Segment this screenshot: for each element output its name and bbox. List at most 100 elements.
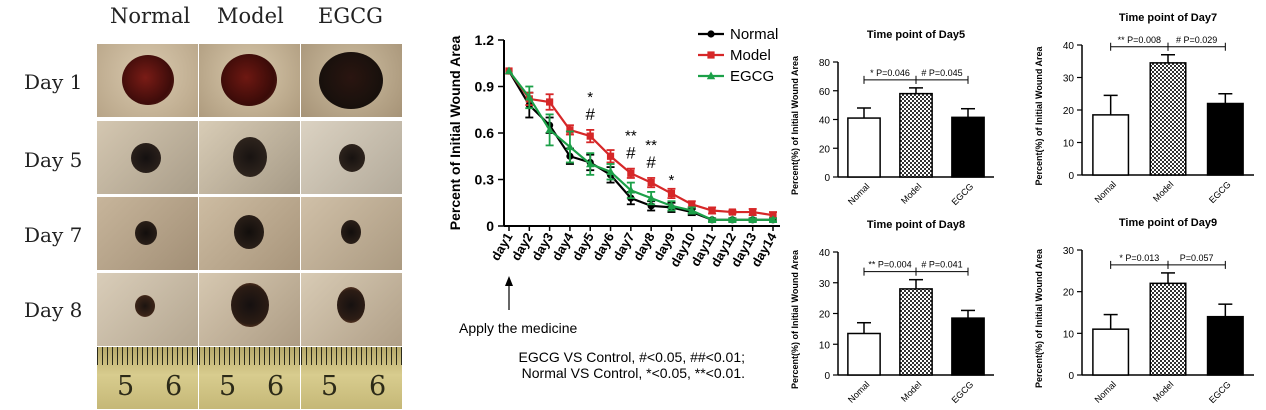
wound-area-line-chart: 0 0.3 0.6 0.9 1.2 Percent of Initial Wound Ar… bbox=[447, 26, 780, 381]
significance-mark: # bbox=[626, 144, 636, 163]
row-label-day8: Day 8 bbox=[24, 298, 83, 322]
legend-label: Normal bbox=[730, 26, 778, 43]
y-tick-label: 0 bbox=[824, 173, 830, 184]
bar-nomal bbox=[847, 332, 881, 376]
x-tick-label: EGCG bbox=[950, 181, 976, 207]
y-axis-label: Percent of Initial Wound Area bbox=[447, 36, 463, 231]
x-tick-label: Nomal bbox=[1093, 179, 1118, 204]
data-point bbox=[566, 126, 574, 134]
bar-egcg bbox=[951, 317, 985, 376]
photo-day1-normal bbox=[97, 44, 198, 117]
wound-photo-grid: Normal Model EGCG Day 1 Day 5 Day 7 Day … bbox=[0, 0, 410, 410]
x-tick-label: Nomal bbox=[846, 181, 871, 206]
data-point bbox=[606, 167, 615, 175]
data-point bbox=[627, 169, 635, 177]
photo-day5-model bbox=[199, 121, 300, 194]
significance-mark: # bbox=[585, 105, 595, 124]
data-point bbox=[504, 66, 514, 75]
data-point bbox=[586, 159, 595, 168]
y-tick-label: 10 bbox=[1063, 139, 1075, 150]
bar-chart-day7: Time point of Day7 0 10 20 30 40 Percent(%) of… bbox=[1034, 12, 1254, 205]
chart-title: Time point of Day9 bbox=[1119, 217, 1217, 229]
significance-label: P=0.057 bbox=[1180, 253, 1214, 263]
y-tick-label: 10 bbox=[819, 340, 831, 351]
data-point bbox=[728, 215, 737, 223]
y-tick-label: 0 bbox=[824, 371, 830, 382]
data-point bbox=[748, 215, 757, 223]
significance-label: * P=0.013 bbox=[1119, 253, 1159, 263]
bar-egcg bbox=[951, 116, 985, 178]
photo-day5-normal bbox=[97, 121, 198, 194]
y-tick-label: 0.3 bbox=[475, 172, 495, 188]
ruler-egcg: 5 6 bbox=[301, 347, 402, 409]
ruler-number: 5 bbox=[321, 371, 339, 402]
y-tick-label: 0.9 bbox=[475, 79, 495, 95]
x-tick-label: Model bbox=[899, 181, 923, 205]
photo-day8-model bbox=[199, 273, 300, 346]
significance-mark: # bbox=[646, 153, 656, 172]
y-axis-label: Percent(%) of Initial Wound Area bbox=[1034, 248, 1044, 388]
significance-mark: ** bbox=[645, 137, 657, 154]
y-axis-label: Percent(%) of Initial Wound Area bbox=[790, 55, 800, 195]
significance-label: # P=0.045 bbox=[921, 68, 962, 78]
photo-day1-model bbox=[199, 44, 300, 117]
data-point bbox=[546, 98, 554, 106]
bar-nomal bbox=[1092, 328, 1130, 376]
column-header-egcg: EGCG bbox=[318, 4, 383, 28]
y-tick-label: 20 bbox=[819, 310, 831, 321]
column-header-normal: Normal bbox=[110, 4, 191, 28]
significance-label: # P=0.041 bbox=[921, 260, 962, 270]
y-tick-label: 40 bbox=[819, 248, 831, 259]
ruler-model: 5 6 bbox=[199, 347, 300, 409]
data-point bbox=[688, 200, 696, 208]
x-tick-label: Nomal bbox=[1093, 379, 1118, 404]
y-tick-label: 30 bbox=[1063, 246, 1075, 257]
bar-model bbox=[899, 288, 933, 376]
ruler-number: 5 bbox=[219, 371, 237, 402]
y-tick-label: 80 bbox=[819, 58, 831, 69]
legend-marker bbox=[707, 51, 715, 59]
chart-title: Time point of Day5 bbox=[867, 29, 965, 41]
y-axis-label: Percent(%) of Initial Wound Area bbox=[790, 249, 800, 389]
ruler-number: 6 bbox=[267, 371, 285, 402]
data-point bbox=[707, 215, 717, 223]
y-tick-label: 60 bbox=[819, 87, 831, 98]
photo-day8-normal bbox=[97, 273, 198, 346]
data-point bbox=[708, 206, 716, 215]
y-tick-label: 20 bbox=[819, 144, 831, 155]
annotation-arrowhead bbox=[505, 276, 513, 286]
y-tick-label: 1.2 bbox=[475, 32, 495, 48]
x-tick-label: Model bbox=[899, 379, 923, 403]
y-tick-label: 0 bbox=[1068, 171, 1074, 182]
chart-title: Time point of Day7 bbox=[1119, 12, 1217, 24]
data-point bbox=[667, 201, 676, 210]
x-tick-label: Nomal bbox=[846, 379, 871, 404]
y-tick-label: 40 bbox=[819, 116, 831, 127]
legend-label: EGCG bbox=[730, 68, 774, 85]
legend-marker bbox=[706, 71, 716, 80]
y-axis-label: Percent(%) of Initial Wound Area bbox=[1034, 46, 1044, 186]
bar-model bbox=[1149, 282, 1187, 376]
ruler-normal: 5 6 bbox=[97, 347, 198, 409]
bar-nomal bbox=[1092, 114, 1130, 176]
data-point bbox=[769, 211, 777, 219]
y-tick-label: 20 bbox=[1063, 106, 1075, 117]
footnote-line: EGCG VS Control, #<0.05, ##<0.01; bbox=[519, 349, 745, 365]
data-point bbox=[768, 215, 778, 223]
photo-day8-egcg bbox=[301, 273, 402, 346]
x-tick-label: EGCG bbox=[950, 379, 976, 405]
significance-label: * P=0.046 bbox=[870, 68, 910, 78]
significance-mark: ** bbox=[625, 128, 637, 145]
data-point bbox=[586, 132, 594, 140]
data-point bbox=[646, 193, 656, 202]
data-point bbox=[606, 152, 615, 160]
data-point bbox=[545, 125, 554, 134]
data-point bbox=[626, 185, 636, 194]
data-point bbox=[749, 208, 757, 216]
y-tick-label: 30 bbox=[1063, 74, 1075, 85]
column-header-model: Model bbox=[217, 4, 284, 28]
footnote-line: Normal VS Control, *<0.05, **<0.01. bbox=[522, 365, 745, 381]
row-label-day1: Day 1 bbox=[24, 70, 83, 94]
bar-chart-day5: Time point of Day5 0 20 40 60 80 Percent(%) of… bbox=[790, 29, 994, 207]
annotation-text: Apply the medicine bbox=[459, 320, 578, 336]
